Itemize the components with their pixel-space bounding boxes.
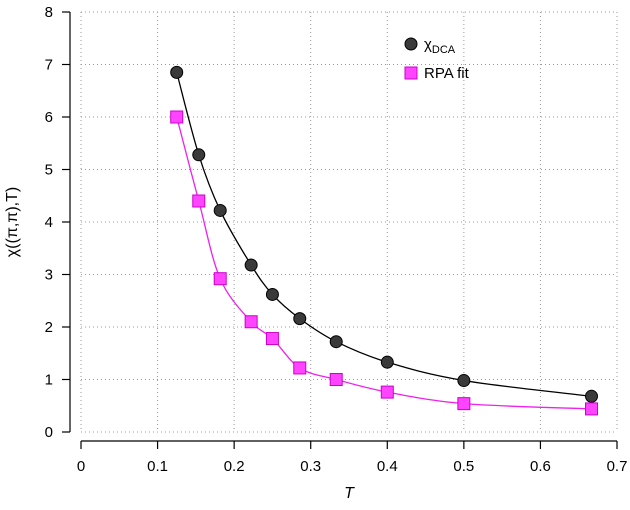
- series-0-point-9: [585, 389, 599, 403]
- y-tick-label-7: 7: [45, 57, 53, 74]
- series-1-point-8: [457, 397, 471, 411]
- series-1-point-7: [380, 385, 394, 399]
- x-tick-label-6: 0.6: [530, 458, 551, 475]
- series-0-point-7: [380, 355, 394, 369]
- series-0-point-6: [329, 335, 343, 349]
- series-0-point-5: [293, 312, 307, 326]
- series-0-point-2: [213, 203, 227, 217]
- y-tick-label-2: 2: [45, 319, 53, 336]
- legend-marker-dca: [404, 37, 418, 51]
- x-tick-label-2: 0.2: [224, 458, 245, 475]
- series-1-point-9: [585, 402, 599, 416]
- series: [170, 65, 599, 416]
- series-0-point-1: [192, 148, 206, 162]
- x-tick-label-0: 0: [77, 458, 85, 475]
- legend-marker-rpa: [404, 66, 418, 80]
- y-tick-label-5: 5: [45, 162, 53, 179]
- series-0-point-4: [265, 287, 279, 301]
- x-tick-label-5: 0.5: [453, 458, 474, 475]
- series-1-point-0: [170, 110, 184, 124]
- legend-label-rpa: RPA fit: [424, 65, 470, 82]
- y-tick-label-3: 3: [45, 267, 53, 284]
- series-1-point-1: [192, 194, 206, 208]
- axes: [69, 12, 617, 442]
- x-tick-label-3: 0.3: [300, 458, 321, 475]
- series-0-point-3: [244, 258, 258, 272]
- series-0-point-8: [457, 374, 471, 388]
- y-tick-label-4: 4: [45, 214, 53, 231]
- y-tick-label-6: 6: [45, 109, 53, 126]
- x-tick-label-1: 0.1: [147, 458, 168, 475]
- x-axis-label: T: [344, 485, 355, 502]
- series-1-point-4: [265, 332, 279, 346]
- series-line-0: [176, 72, 592, 397]
- series-1-point-2: [213, 272, 227, 286]
- x-tick-label-4: 0.4: [377, 458, 398, 475]
- series-1-point-5: [293, 361, 307, 375]
- y-tick-label-8: 8: [45, 4, 53, 21]
- y-tick-label-1: 1: [45, 372, 53, 389]
- legend: χDCA RPA fit: [404, 36, 470, 82]
- grid: [80, 11, 618, 433]
- series-1-point-3: [244, 315, 258, 329]
- legend-label-dca-subscript: DCA: [432, 44, 456, 56]
- series-0-point-0: [170, 65, 184, 79]
- legend-label-dca: χDCA: [424, 36, 456, 56]
- ticks: 0 0.1 0.2 0.3 0.4 0.5 0.6 0.7 0 1 2 3 4 5 6 7 8: [45, 4, 628, 475]
- series-line-1: [176, 116, 592, 410]
- y-axis-label: χ((π,π),T): [4, 187, 21, 257]
- x-tick-label-7: 0.7: [607, 458, 628, 475]
- series-1-point-6: [329, 373, 343, 386]
- y-tick-label-0: 0: [45, 424, 53, 441]
